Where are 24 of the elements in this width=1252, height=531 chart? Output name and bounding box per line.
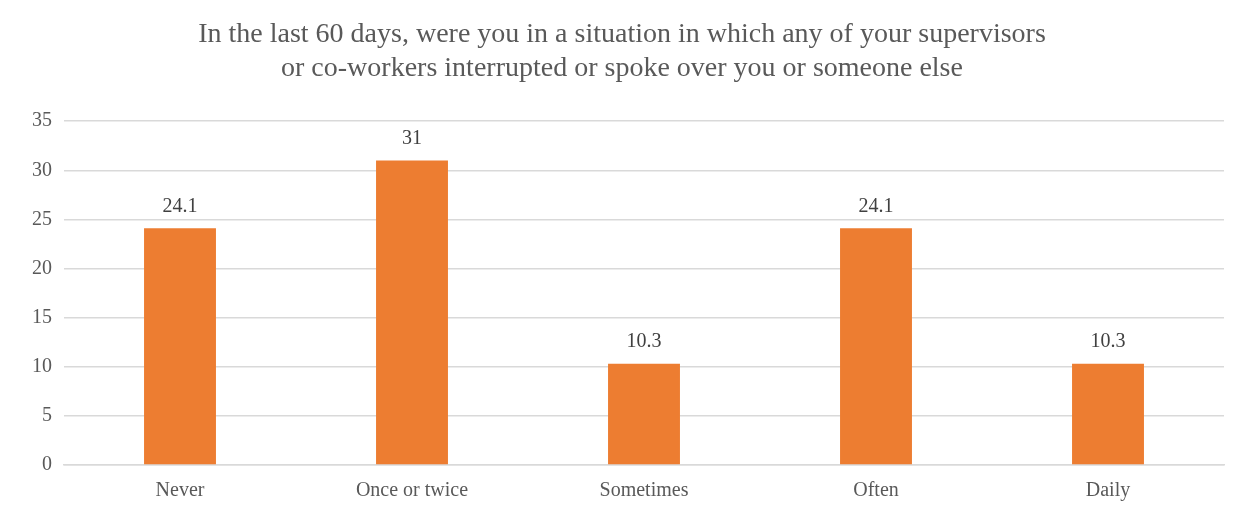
y-tick-label: 20: [32, 255, 52, 278]
x-tick-label: Once or twice: [355, 478, 469, 501]
x-tick-label: Never: [155, 478, 205, 501]
y-tick-label: 10: [32, 354, 52, 377]
bar: [840, 228, 912, 465]
bar: [1072, 363, 1144, 465]
data-label: 31: [402, 125, 422, 148]
bar: [376, 160, 448, 465]
x-tick-label: Often: [853, 478, 899, 501]
chart-title: In the last 60 days, were you in a situation in which any of your supervisors or co-workers interrupted or spoke over you or someone else: [198, 17, 1046, 82]
data-label: 10.3: [626, 329, 662, 352]
y-tick-label: 15: [32, 304, 52, 327]
data-label: 24.1: [162, 193, 198, 216]
y-tick-label: 0: [42, 452, 52, 475]
bar: [608, 363, 680, 465]
x-tick-label: Sometimes: [599, 478, 689, 501]
bar: [144, 228, 216, 465]
data-label: 24.1: [858, 193, 894, 216]
y-tick-label: 35: [32, 108, 52, 131]
y-tick-label: 30: [32, 157, 52, 180]
data-label: 10.3: [1090, 329, 1126, 352]
y-tick-label: 5: [42, 403, 52, 426]
x-tick-label: Daily: [1085, 478, 1131, 502]
y-tick-label: 25: [32, 206, 52, 229]
